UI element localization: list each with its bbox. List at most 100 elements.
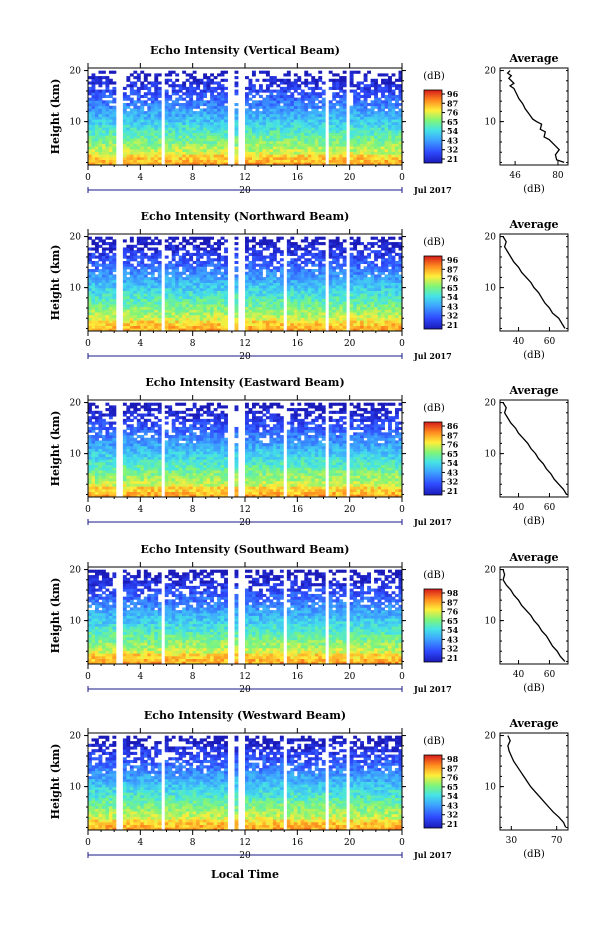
heatmap-cell xyxy=(377,127,382,131)
heatmap-cell xyxy=(101,279,106,283)
heatmap-cell xyxy=(164,263,169,267)
heatmap-cell xyxy=(353,105,358,109)
heatmap-cell xyxy=(245,293,249,297)
heatmap-cell xyxy=(265,73,270,77)
heatmap-cell xyxy=(220,274,225,278)
heatmap-cell xyxy=(234,314,239,318)
heatmap-cell xyxy=(384,301,389,305)
heatmap-cell xyxy=(339,81,344,85)
heatmap-cell xyxy=(349,260,354,265)
heatmap-cell xyxy=(133,244,138,248)
heatmap-cell xyxy=(206,159,211,163)
heatmap-cell xyxy=(196,86,201,90)
heatmap-cell xyxy=(321,236,326,240)
heatmap-cell xyxy=(391,113,396,117)
heatmap-cell xyxy=(279,263,284,267)
heatmap-cell xyxy=(391,116,396,120)
heatmap-cell xyxy=(384,129,389,134)
heatmap-cell xyxy=(318,105,323,109)
heatmap-cell xyxy=(391,140,396,144)
colorbar xyxy=(423,89,443,164)
heatmap-cell xyxy=(388,322,392,327)
heatmap-cell xyxy=(217,252,221,256)
heatmap-cell xyxy=(286,285,291,289)
heatmap-cell xyxy=(395,244,399,248)
heatmap-cell xyxy=(91,111,96,115)
heatmap-cell xyxy=(255,304,260,308)
heatmap-cell xyxy=(360,295,365,300)
heatmap-cell xyxy=(175,325,180,329)
heatmap-cell xyxy=(248,121,253,125)
heatmap-cell xyxy=(300,314,305,318)
heatmap-cell xyxy=(196,116,201,120)
heatmap-cell xyxy=(122,116,127,120)
heatmap-cell xyxy=(297,322,302,327)
heatmap-cell xyxy=(122,132,127,136)
heatmap-cell xyxy=(101,282,106,286)
heatmap-cell xyxy=(105,247,110,251)
heatmap-cell xyxy=(293,304,298,308)
heatmap-cell xyxy=(262,70,267,74)
heatmap-cell xyxy=(363,127,368,131)
heatmap-cell xyxy=(279,108,284,112)
heatmap-cell xyxy=(276,260,281,265)
heatmap-cell xyxy=(272,309,277,313)
heatmap-cell xyxy=(290,100,295,104)
heatmap-cell xyxy=(262,266,267,270)
heatmap-cell xyxy=(286,94,291,99)
heatmap-cell xyxy=(370,322,375,327)
heatmap-cell xyxy=(276,156,281,161)
heatmap-cell xyxy=(286,271,291,275)
heatmap-cell xyxy=(384,325,389,329)
heatmap-cell xyxy=(304,317,309,321)
heatmap-cell xyxy=(311,304,316,308)
heatmap-cell xyxy=(311,78,316,82)
heatmap-cell xyxy=(395,159,399,163)
heatmap-cell xyxy=(251,132,256,136)
heatmap-cell xyxy=(245,309,249,313)
heatmap-cell xyxy=(367,242,371,246)
heatmap-cell xyxy=(283,111,288,115)
heatmap-cell xyxy=(360,108,365,112)
heatmap-cell xyxy=(154,105,159,109)
heatmap-cell xyxy=(265,287,270,291)
heatmap-cell xyxy=(349,242,354,246)
heatmap-cell xyxy=(370,320,375,324)
heatmap-cell xyxy=(168,108,173,112)
heatmap-cell xyxy=(251,124,256,128)
heatmap-cell xyxy=(276,140,281,144)
heatmap-cell xyxy=(143,73,148,77)
heatmap-cell xyxy=(286,162,291,166)
heatmap-cell xyxy=(398,156,403,161)
heatmap-cell xyxy=(293,301,298,305)
heatmap-cell xyxy=(377,105,382,109)
heatmap-cell xyxy=(251,312,256,316)
heatmap-cell xyxy=(367,127,371,131)
heatmap-cell xyxy=(290,260,295,265)
heatmap-cell xyxy=(245,271,249,275)
heatmap-cell xyxy=(94,236,99,240)
heatmap-cell xyxy=(206,314,211,318)
heatmap-cell xyxy=(220,148,225,152)
heatmap-cell xyxy=(335,129,340,134)
heatmap-cell xyxy=(269,287,274,291)
heatmap-cell xyxy=(318,274,323,278)
heatmap-cell xyxy=(391,269,396,273)
heatmap-cell xyxy=(360,279,365,283)
heatmap-cell xyxy=(311,252,316,256)
heatmap-cell xyxy=(91,274,96,278)
heatmap-cell xyxy=(108,293,113,297)
heatmap-cell xyxy=(91,94,96,99)
heatmap-cell xyxy=(332,86,337,90)
heatmap-cell xyxy=(105,146,110,150)
heatmap-cell xyxy=(297,277,302,281)
heatmap-cell xyxy=(126,260,131,265)
heatmap-cell xyxy=(328,244,333,248)
heatmap-cell xyxy=(108,306,113,310)
heatmap-cell xyxy=(210,325,214,329)
heatmap-cell xyxy=(196,84,201,88)
heatmap-cell xyxy=(262,312,267,316)
heatmap-cell xyxy=(360,274,365,278)
heatmap-cell xyxy=(318,285,323,289)
heatmap-cell xyxy=(251,258,256,262)
